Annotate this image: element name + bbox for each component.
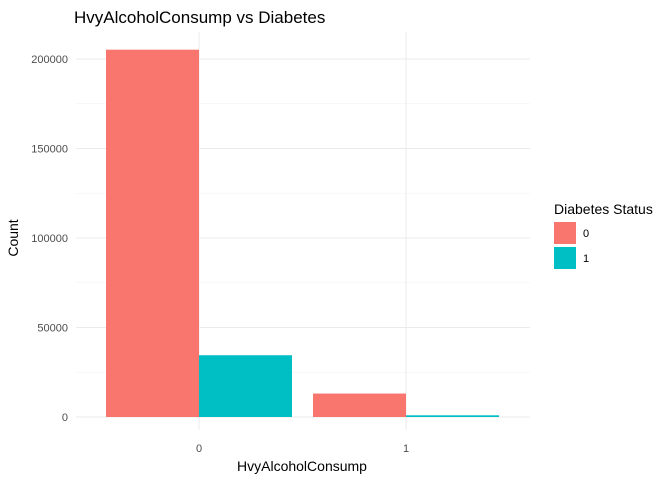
bar-series-1-category-1	[406, 415, 499, 417]
bars	[106, 49, 499, 417]
chart-title: HvyAlcoholConsump vs Diabetes	[74, 8, 325, 27]
bar-series-0-category-1	[313, 393, 406, 417]
legend-label: 1	[583, 253, 589, 265]
bar-series-1-category-0	[199, 355, 292, 417]
legend-title: Diabetes Status	[554, 201, 653, 217]
legend-label: 0	[583, 228, 589, 240]
bar-series-0-category-0	[106, 49, 199, 417]
y-tick-label: 0	[62, 412, 68, 424]
y-axis-title: Count	[5, 219, 21, 256]
legend: Diabetes Status 0 1	[554, 201, 653, 269]
y-tick-label: 200000	[31, 54, 68, 66]
x-tick-label: 0	[196, 443, 202, 455]
x-axis-title: HvyAlcoholConsump	[237, 458, 367, 474]
y-axis-ticks: 0 50000 100000 150000 200000	[31, 54, 68, 424]
legend-key-0	[554, 222, 576, 244]
y-tick-label: 150000	[31, 144, 68, 156]
legend-key-1	[554, 247, 576, 269]
y-tick-label: 100000	[31, 233, 68, 245]
x-tick-label: 1	[403, 443, 409, 455]
y-tick-label: 50000	[37, 323, 68, 335]
